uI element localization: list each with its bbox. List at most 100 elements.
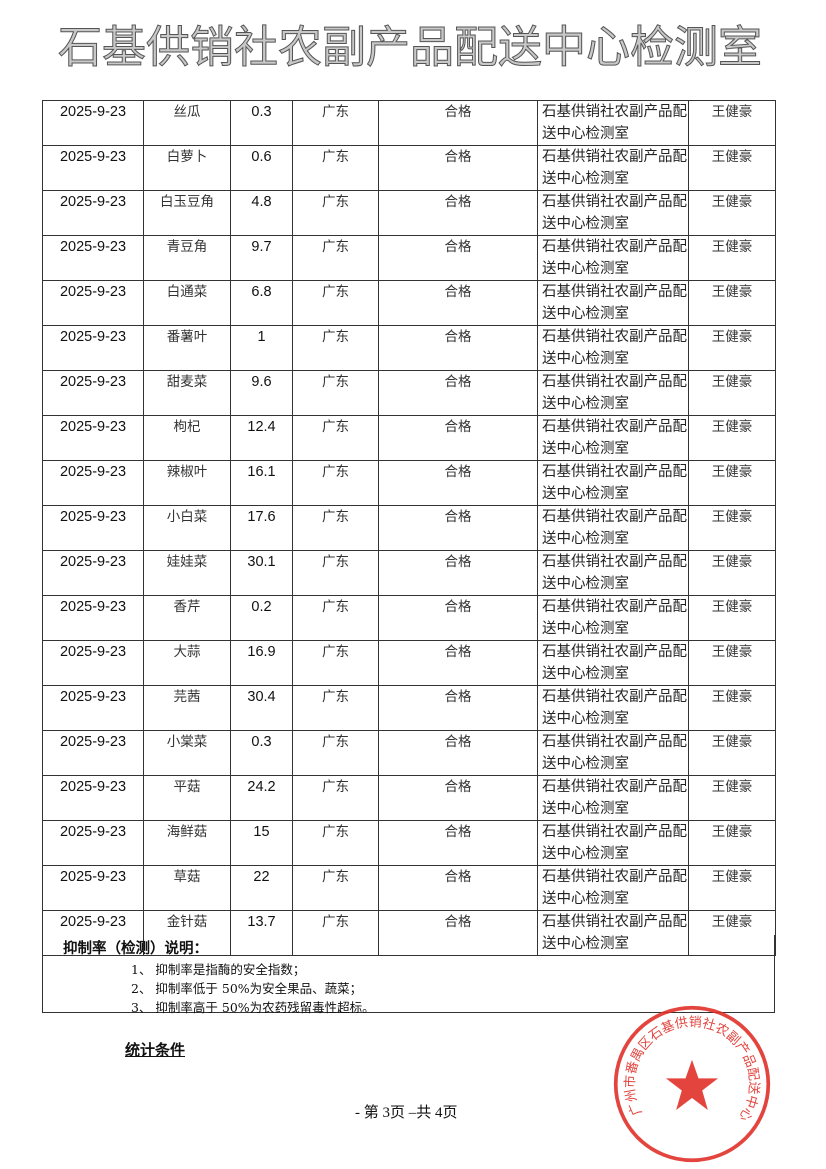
lab-cell: 石基供销社农副产品配送中心检测室 [537, 775, 689, 821]
inhibition-rate-cell: 0.3 [230, 730, 293, 776]
origin-cell: 广东 [292, 145, 379, 191]
product-name-cell: 草菇 [143, 865, 231, 911]
inhibition-rate-cell: 0.3 [230, 100, 293, 146]
table-row: 2025-9-23 平菇 24.2 广东 合格 石基供销社农副产品配送中心检测室 王健豪 [42, 775, 776, 821]
origin-cell: 广东 [292, 685, 379, 731]
date-cell: 2025-9-23 [42, 505, 144, 551]
lab-cell: 石基供销社农副产品配送中心检测室 [537, 325, 689, 371]
inhibition-rate-cell: 9.7 [230, 235, 293, 281]
product-name-cell: 枸杞 [143, 415, 231, 461]
table-row: 2025-9-23 辣椒叶 16.1 广东 合格 石基供销社农副产品配送中心检测室 王健豪 [42, 460, 776, 506]
date-cell: 2025-9-23 [42, 685, 144, 731]
lab-cell: 石基供销社农副产品配送中心检测室 [537, 415, 689, 461]
page-footer: - 第 3页 –共 4页 [355, 1105, 458, 1121]
inhibition-rate-notes: 抑制率（检测）说明： 1、 抑制率是指酶的安全指数； 2、 抑制率低于 50%为… [42, 935, 775, 1015]
inhibition-rate-cell: 30.4 [230, 685, 293, 731]
result-cell: 合格 [378, 550, 538, 596]
inspector-cell: 王健豪 [688, 325, 776, 371]
inspector-cell: 王健豪 [688, 910, 776, 956]
product-name-cell: 青豆角 [143, 235, 231, 281]
product-name-cell: 平菇 [143, 775, 231, 821]
note-item: 2、 抑制率低于 50%为安全果品、蔬菜； [131, 981, 363, 996]
lab-cell: 石基供销社农副产品配送中心检测室 [537, 640, 689, 686]
result-cell: 合格 [378, 775, 538, 821]
product-name-cell: 海鲜菇 [143, 820, 231, 866]
product-name-cell: 甜麦菜 [143, 370, 231, 416]
product-name-cell: 小白菜 [143, 505, 231, 551]
lab-cell: 石基供销社农副产品配送中心检测室 [537, 280, 689, 326]
result-cell: 合格 [378, 865, 538, 911]
result-cell: 合格 [378, 325, 538, 371]
result-cell: 合格 [378, 730, 538, 776]
inspector-cell: 王健豪 [688, 640, 776, 686]
origin-cell: 广东 [292, 325, 379, 371]
date-cell: 2025-9-23 [42, 550, 144, 596]
lab-cell: 石基供销社农副产品配送中心检测室 [537, 235, 689, 281]
product-name-cell: 小棠菜 [143, 730, 231, 776]
inspector-cell: 王健豪 [688, 775, 776, 821]
date-cell: 2025-9-23 [42, 235, 144, 281]
note-item: 3、 抑制率高于 50%为农药残留毒性超标。 [131, 1000, 375, 1015]
table-row: 2025-9-23 金针菇 13.7 广东 合格 石基供销社农副产品配送中心检测室 王健豪 [42, 910, 776, 956]
result-cell: 合格 [378, 190, 538, 236]
inspector-cell: 王健豪 [688, 415, 776, 461]
table-row: 2025-9-23 小棠菜 0.3 广东 合格 石基供销社农副产品配送中心检测室 王健豪 [42, 730, 776, 776]
inspector-cell: 王健豪 [688, 280, 776, 326]
table-row: 2025-9-23 白萝卜 0.6 广东 合格 石基供销社农副产品配送中心检测室 王健豪 [42, 145, 776, 191]
svg-text:广州市番禺区石基供销社农副产品配送中心: 广州市番禺区石基供销社农副产品配送中心 [622, 1015, 761, 1124]
lab-cell: 石基供销社农副产品配送中心检测室 [537, 460, 689, 506]
inhibition-rate-cell: 17.6 [230, 505, 293, 551]
inhibition-rate-cell: 6.8 [230, 280, 293, 326]
inspector-cell: 王健豪 [688, 370, 776, 416]
inspector-cell: 王健豪 [688, 550, 776, 596]
inspector-cell: 王健豪 [688, 460, 776, 506]
inspector-cell: 王健豪 [688, 595, 776, 641]
result-cell: 合格 [378, 415, 538, 461]
inspector-cell: 王健豪 [688, 685, 776, 731]
inhibition-rate-cell: 4.8 [230, 190, 293, 236]
table-row: 2025-9-23 白通菜 6.8 广东 合格 石基供销社农副产品配送中心检测室 王健豪 [42, 280, 776, 326]
lab-cell: 石基供销社农副产品配送中心检测室 [537, 730, 689, 776]
inhibition-rate-cell: 30.1 [230, 550, 293, 596]
inspector-cell: 王健豪 [688, 145, 776, 191]
inspection-table: 2025-9-23 丝瓜 0.3 广东 合格 石基供销社农副产品配送中心检测室 王健豪 202… [42, 100, 776, 956]
inhibition-rate-cell: 12.4 [230, 415, 293, 461]
product-name-cell: 白通菜 [143, 280, 231, 326]
origin-cell: 广东 [292, 550, 379, 596]
date-cell: 2025-9-23 [42, 460, 144, 506]
result-cell: 合格 [378, 595, 538, 641]
table-row: 2025-9-23 草菇 22 广东 合格 石基供销社农副产品配送中心检测室 王健豪 [42, 865, 776, 911]
notes-title: 抑制率（检测）说明： [63, 940, 208, 957]
inspector-cell: 王健豪 [688, 235, 776, 281]
date-cell: 2025-9-23 [42, 190, 144, 236]
product-name-cell: 白萝卜 [143, 145, 231, 191]
table-row: 2025-9-23 娃娃菜 30.1 广东 合格 石基供销社农副产品配送中心检测室 王健豪 [42, 550, 776, 596]
table-row: 2025-9-23 丝瓜 0.3 广东 合格 石基供销社农副产品配送中心检测室 王健豪 [42, 100, 776, 146]
origin-cell: 广东 [292, 280, 379, 326]
origin-cell: 广东 [292, 460, 379, 506]
origin-cell: 广东 [292, 415, 379, 461]
lab-cell: 石基供销社农副产品配送中心检测室 [537, 685, 689, 731]
lab-cell: 石基供销社农副产品配送中心检测室 [537, 190, 689, 236]
product-name-cell: 大蒜 [143, 640, 231, 686]
inspector-cell: 王健豪 [688, 505, 776, 551]
table-row: 2025-9-23 海鲜菇 15 广东 合格 石基供销社农副产品配送中心检测室 王健豪 [42, 820, 776, 866]
result-cell: 合格 [378, 100, 538, 146]
inhibition-rate-cell: 24.2 [230, 775, 293, 821]
lab-cell: 石基供销社农副产品配送中心检测室 [537, 100, 689, 146]
product-name-cell: 香芹 [143, 595, 231, 641]
date-cell: 2025-9-23 [42, 415, 144, 461]
table-row: 2025-9-23 青豆角 9.7 广东 合格 石基供销社农副产品配送中心检测室 王健豪 [42, 235, 776, 281]
origin-cell: 广东 [292, 505, 379, 551]
result-cell: 合格 [378, 370, 538, 416]
table-row: 2025-9-23 小白菜 17.6 广东 合格 石基供销社农副产品配送中心检测室 王健豪 [42, 505, 776, 551]
inhibition-rate-cell: 16.1 [230, 460, 293, 506]
inspector-cell: 王健豪 [688, 820, 776, 866]
product-name-cell: 白玉豆角 [143, 190, 231, 236]
origin-cell: 广东 [292, 910, 379, 956]
product-name-cell: 娃娃菜 [143, 550, 231, 596]
lab-cell: 石基供销社农副产品配送中心检测室 [537, 505, 689, 551]
result-cell: 合格 [378, 505, 538, 551]
product-name-cell: 金针菇 [143, 910, 231, 956]
watermark: 石基供销社农副产品配送中心检测室 [58, 22, 763, 74]
